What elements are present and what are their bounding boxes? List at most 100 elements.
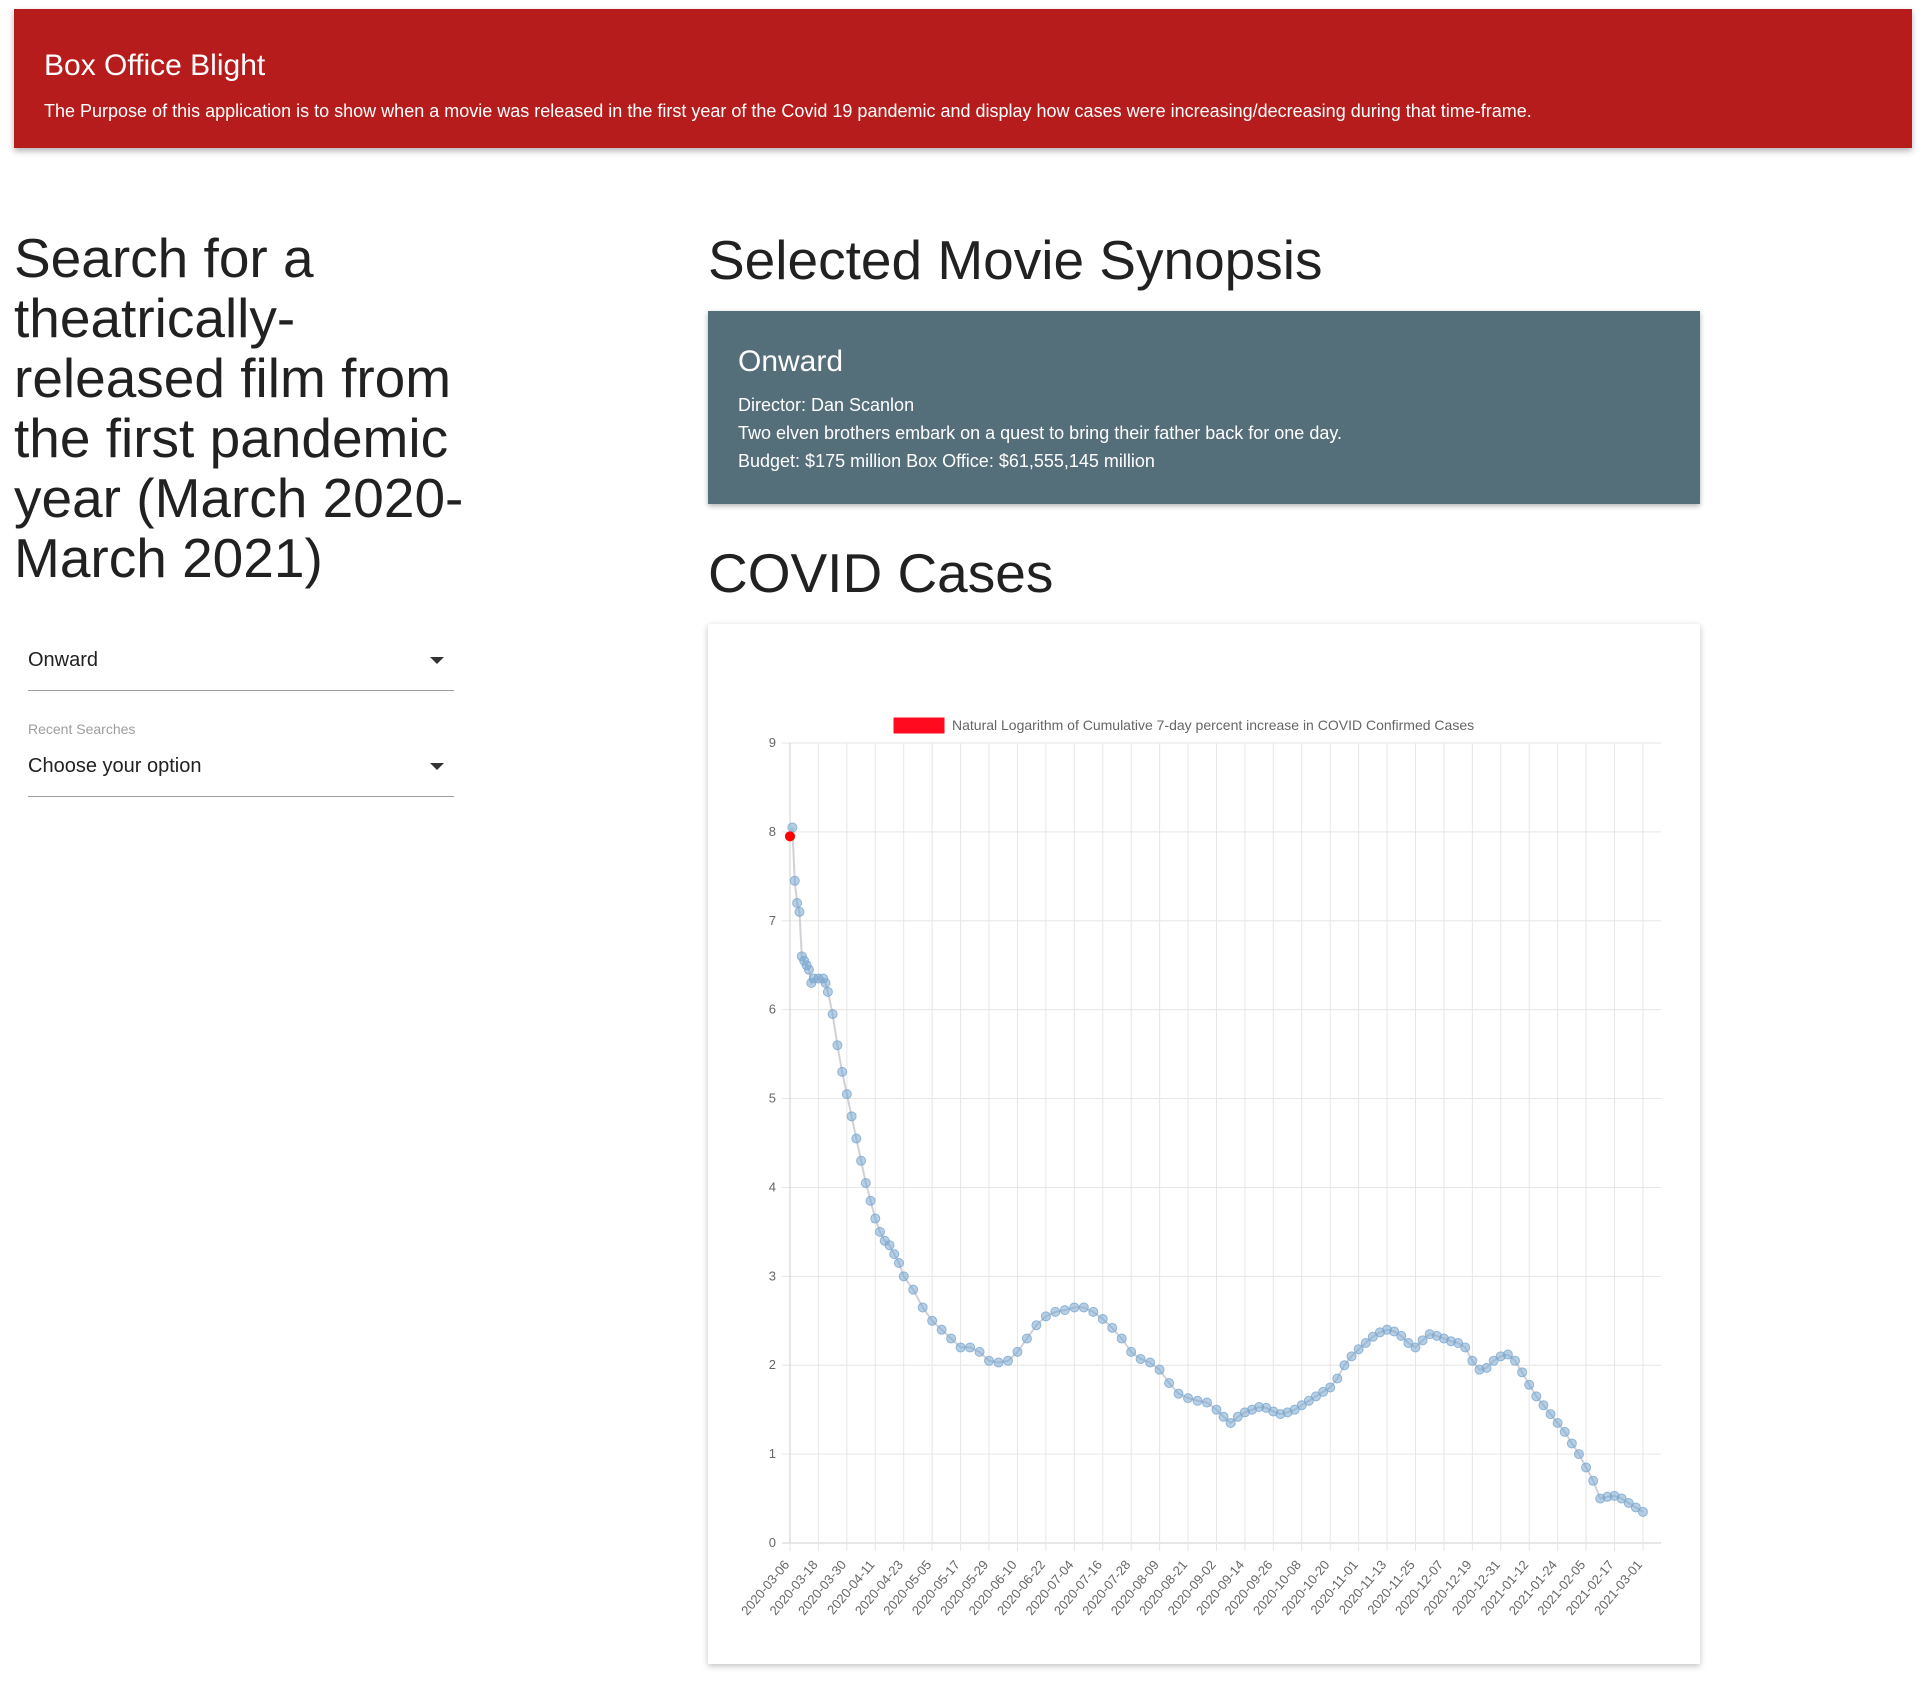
data-point — [1488, 1355, 1499, 1366]
data-point — [1581, 1462, 1592, 1473]
data-point — [1502, 1349, 1513, 1360]
y-tick-label: 6 — [769, 1002, 776, 1017]
recent-searches-select[interactable]: Choose your option — [28, 738, 454, 797]
data-point — [1566, 1438, 1577, 1449]
y-tick-label: 1 — [769, 1446, 776, 1461]
data-point — [1097, 1314, 1108, 1324]
highlighted-data-point — [785, 831, 795, 842]
data-point — [1002, 1355, 1013, 1366]
data-point — [1310, 1391, 1321, 1402]
data-point — [1630, 1502, 1641, 1513]
data-point — [984, 1355, 995, 1366]
data-point — [822, 986, 833, 997]
data-point — [936, 1324, 947, 1335]
data-point — [927, 1315, 938, 1326]
data-point — [946, 1333, 957, 1344]
data-point — [1069, 1302, 1080, 1313]
synopsis-movie-title: Onward — [738, 345, 844, 378]
data-point — [1339, 1360, 1350, 1371]
data-point — [1031, 1320, 1042, 1331]
data-point — [1517, 1367, 1528, 1378]
recent-searches-label: Recent Searches — [28, 721, 136, 737]
synopsis-budget: Budget: $175 million Box Office: $61,555… — [738, 451, 1155, 471]
app-header: Box Office Blight The Purpose of this ap… — [14, 9, 1912, 148]
data-point — [870, 1213, 881, 1224]
data-point — [1012, 1346, 1023, 1357]
data-point — [832, 1040, 843, 1051]
movie-select[interactable]: Onward — [28, 632, 454, 691]
data-point — [1107, 1322, 1118, 1333]
data-point — [1616, 1493, 1627, 1504]
data-point — [856, 1155, 867, 1166]
data-point — [1211, 1404, 1222, 1415]
data-point — [1396, 1330, 1407, 1341]
data-point — [993, 1357, 1004, 1368]
synopsis-plot: Two elven brothers embark on a quest to … — [738, 423, 1343, 443]
data-point — [1183, 1393, 1194, 1404]
data-point — [1116, 1333, 1127, 1344]
data-point — [1552, 1418, 1563, 1428]
data-point — [1403, 1338, 1414, 1348]
data-point — [1201, 1397, 1212, 1408]
data-point — [1510, 1355, 1520, 1366]
data-point — [794, 906, 805, 917]
y-tick-label: 0 — [769, 1535, 776, 1550]
data-point — [789, 875, 800, 886]
data-point — [908, 1284, 919, 1295]
y-tick-label: 9 — [769, 735, 776, 750]
data-point — [965, 1342, 976, 1353]
data-point — [841, 1089, 852, 1100]
data-point — [1021, 1333, 1032, 1344]
data-point — [1467, 1355, 1478, 1366]
y-tick-label: 8 — [769, 824, 776, 839]
y-tick-label: 5 — [769, 1091, 776, 1106]
data-point — [1559, 1426, 1570, 1437]
data-point — [1154, 1364, 1165, 1375]
data-point — [1481, 1362, 1492, 1373]
data-point — [974, 1346, 985, 1357]
synopsis-heading: Selected Movie Synopsis — [708, 229, 1323, 291]
data-point — [1332, 1373, 1343, 1384]
data-point — [1417, 1335, 1428, 1346]
data-point — [1524, 1379, 1535, 1390]
data-point — [1637, 1506, 1648, 1517]
data-point — [1296, 1400, 1307, 1411]
data-point — [787, 822, 798, 833]
data-point — [1145, 1357, 1156, 1368]
synopsis-director: Director: Dan Scanlon — [738, 395, 915, 415]
y-tick-label: 3 — [769, 1268, 776, 1283]
data-point — [827, 1009, 838, 1020]
data-point — [1325, 1382, 1336, 1393]
movie-select-value: Onward — [28, 649, 99, 671]
data-point — [1531, 1391, 1542, 1402]
data-point — [1538, 1400, 1549, 1411]
data-point — [1460, 1342, 1471, 1353]
data-point — [1126, 1346, 1137, 1357]
covid-chart-card: 0 1 2 3 4 5 6 7 8 9 2020-03-06 2020-03-18 2020-03-30… — [708, 624, 1700, 1664]
data-point — [1135, 1354, 1146, 1364]
data-point — [865, 1195, 876, 1206]
data-point — [917, 1302, 928, 1313]
data-point — [1360, 1338, 1371, 1348]
data-point — [884, 1240, 895, 1251]
data-point — [1545, 1409, 1556, 1420]
chevron-down-icon — [430, 763, 444, 770]
data-point — [1389, 1326, 1400, 1337]
data-point — [955, 1342, 966, 1353]
data-point — [820, 978, 831, 988]
y-tick-label: 2 — [769, 1357, 776, 1372]
chevron-down-icon — [430, 657, 444, 664]
data-point — [1164, 1378, 1175, 1388]
data-point — [1218, 1411, 1229, 1422]
data-point — [1059, 1305, 1070, 1316]
app-title: Box Office Blight — [44, 49, 266, 82]
legend-label: Natural Logarithm of Cumulative 7-day pe… — [952, 717, 1474, 733]
data-point — [1040, 1311, 1051, 1322]
data-point — [846, 1111, 857, 1122]
y-tick-label: 7 — [769, 913, 776, 928]
search-heading: Search for a theatrically-released film … — [14, 227, 464, 589]
data-point — [1225, 1418, 1236, 1428]
data-point — [1367, 1331, 1378, 1342]
data-point — [1346, 1351, 1357, 1362]
data-point — [1573, 1449, 1584, 1460]
